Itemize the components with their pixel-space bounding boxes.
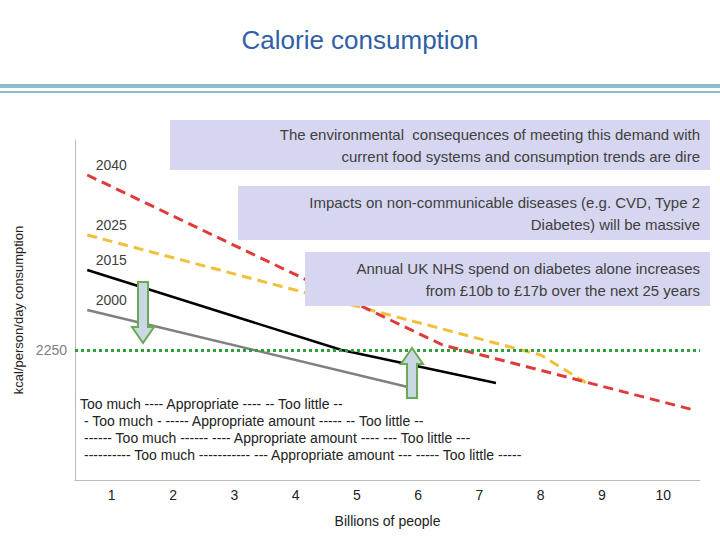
- svg-text:5: 5: [353, 487, 361, 503]
- svg-text:Too much ---- Appropriate ----: Too much ---- Appropriate ---- -- Too li…: [80, 396, 343, 412]
- svg-text:- Too much - ----- Appropriate: - Too much - ----- Appropriate amount --…: [84, 413, 424, 429]
- svg-text:7: 7: [476, 487, 484, 503]
- svg-text:6: 6: [414, 487, 422, 503]
- svg-text:Diabetes) will be massive: Diabetes) will be massive: [531, 216, 700, 233]
- svg-text:2015: 2015: [96, 252, 127, 268]
- svg-text:2250: 2250: [36, 342, 67, 358]
- svg-text:Annual UK NHS spend on diabete: Annual UK NHS spend on diabetes alone in…: [356, 260, 700, 277]
- svg-text:2040: 2040: [96, 157, 127, 173]
- svg-text:Billions of people: Billions of people: [335, 513, 441, 529]
- svg-text:The environmental consequence: The environmental consequences of meetin…: [280, 126, 700, 143]
- svg-text:------ Too much ------ ---- Ap: ------ Too much ------ ---- Appropriate …: [84, 430, 470, 446]
- svg-text:Calorie consumption: Calorie consumption: [241, 25, 478, 55]
- svg-text:2025: 2025: [96, 217, 127, 233]
- svg-text:8: 8: [537, 487, 545, 503]
- svg-text:2000: 2000: [96, 292, 127, 308]
- svg-text:from £10b to £17b over the nex: from £10b to £17b over the next 25 years: [426, 282, 700, 299]
- svg-text:kcal/person/day consumption: kcal/person/day consumption: [11, 226, 26, 394]
- svg-text:3: 3: [230, 487, 238, 503]
- svg-text:Impacts on non-communicable di: Impacts on non-communicable diseases (e.…: [309, 194, 700, 211]
- svg-text:4: 4: [292, 487, 300, 503]
- svg-text:1: 1: [108, 487, 116, 503]
- svg-text:9: 9: [598, 487, 606, 503]
- svg-text:2: 2: [169, 487, 177, 503]
- svg-text:10: 10: [655, 487, 671, 503]
- svg-text:---------- Too much ----------: ---------- Too much ----------- --- Appr…: [84, 447, 522, 463]
- svg-text:current food systems and consu: current food systems and consumption tre…: [341, 148, 700, 165]
